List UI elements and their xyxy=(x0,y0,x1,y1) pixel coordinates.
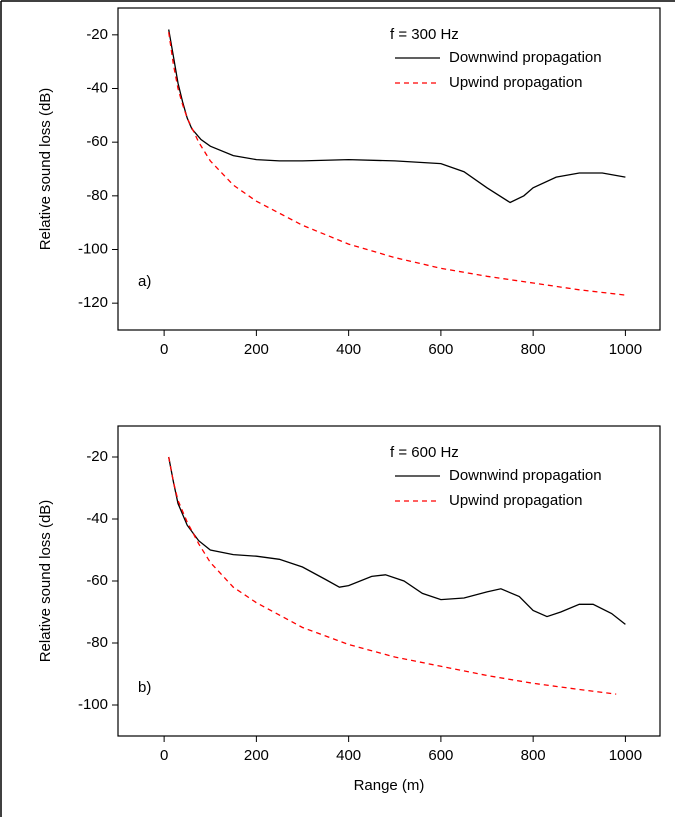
y-axis-label: Relative sound loss (dB) xyxy=(37,500,54,663)
y-tick-label: -100 xyxy=(78,696,108,713)
x-tick-label: 200 xyxy=(244,341,269,358)
y-tick-label: -60 xyxy=(86,133,108,150)
x-tick-label: 0 xyxy=(160,747,168,764)
y-tick-label: -60 xyxy=(86,572,108,589)
data-line xyxy=(168,456,617,695)
y-tick-label: -80 xyxy=(86,634,108,651)
x-tick-label: 400 xyxy=(336,341,361,358)
y-axis-label: Relative sound loss (dB) xyxy=(37,88,54,251)
x-axis-label: Range (m) xyxy=(354,777,425,794)
y-tick-label: -40 xyxy=(86,79,108,96)
y-tick-label: -20 xyxy=(86,26,108,43)
y-tick-label: -20 xyxy=(86,448,108,465)
legend-label: Upwind propagation xyxy=(449,492,582,509)
y-tick-label: -100 xyxy=(78,240,108,257)
panel-label: b) xyxy=(138,679,151,696)
x-tick-label: 800 xyxy=(521,747,546,764)
x-tick-label: 800 xyxy=(521,341,546,358)
y-tick-label: -40 xyxy=(86,510,108,527)
annotation: f = 300 Hz xyxy=(390,26,459,43)
annotation: f = 600 Hz xyxy=(390,444,459,461)
x-tick-label: 400 xyxy=(336,747,361,764)
x-tick-label: 1000 xyxy=(609,747,642,764)
legend-label: Upwind propagation xyxy=(449,74,582,91)
x-tick-label: 600 xyxy=(428,341,453,358)
legend-label: Downwind propagation xyxy=(449,49,602,66)
y-tick-label: -80 xyxy=(86,187,108,204)
x-tick-label: 1000 xyxy=(609,341,642,358)
x-tick-label: 0 xyxy=(160,341,168,358)
x-tick-label: 200 xyxy=(244,747,269,764)
data-line xyxy=(168,32,626,296)
legend-label: Downwind propagation xyxy=(449,467,602,484)
plot-frame xyxy=(117,7,661,331)
panel-label: a) xyxy=(138,273,151,290)
y-tick-label: -120 xyxy=(78,294,108,311)
x-tick-label: 600 xyxy=(428,747,453,764)
data-line xyxy=(168,456,626,625)
